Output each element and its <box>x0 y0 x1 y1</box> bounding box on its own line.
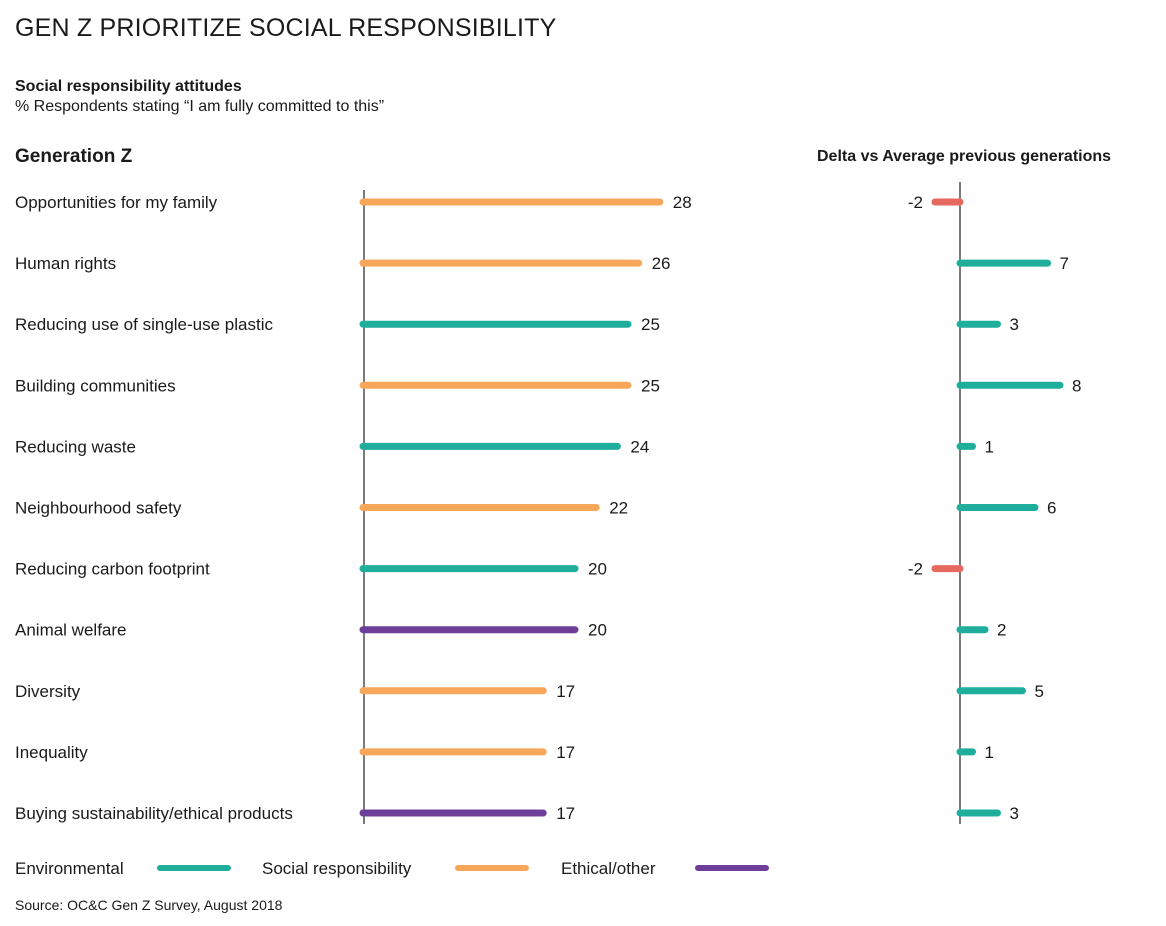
delta-value-label-building-communities: 8 <box>1072 376 1081 395</box>
category-label-opportunities-for-my-family: Opportunities for my family <box>15 193 218 212</box>
bar-value-label-reducing-waste: 24 <box>630 437 649 456</box>
delta-value-label-neighbourhood-safety: 6 <box>1047 499 1056 518</box>
legend-label-ethical-other: Ethical/other <box>561 859 656 878</box>
bar-value-label-reducing-carbon-footprint: 20 <box>588 560 607 579</box>
bar-value-label-reducing-use-of-single-use-plastic: 25 <box>641 315 660 334</box>
bar-value-label-neighbourhood-safety: 22 <box>609 499 628 518</box>
bar-value-label-inequality: 17 <box>556 743 575 762</box>
source-note: Source: OC&C Gen Z Survey, August 2018 <box>15 897 283 913</box>
category-label-neighbourhood-safety: Neighbourhood safety <box>15 499 182 518</box>
category-label-diversity: Diversity <box>15 682 81 701</box>
category-label-reducing-carbon-footprint: Reducing carbon footprint <box>15 560 210 579</box>
category-label-building-communities: Building communities <box>15 376 176 395</box>
delta-value-label-human-rights: 7 <box>1060 254 1069 273</box>
category-label-animal-welfare: Animal welfare <box>15 621 127 640</box>
delta-value-label-buying-sustainability-ethical-products: 3 <box>1010 804 1019 823</box>
delta-value-label-reducing-use-of-single-use-plastic: 3 <box>1010 315 1019 334</box>
category-label-human-rights: Human rights <box>15 254 116 273</box>
chart-title: GEN Z PRIORITIZE SOCIAL RESPONSIBILITY <box>15 14 557 42</box>
delta-value-label-diversity: 5 <box>1035 682 1044 701</box>
delta-value-label-opportunities-for-my-family: -2 <box>908 193 923 212</box>
right-panel-title: Delta vs Average previous generations <box>817 148 1112 165</box>
chart-subtitle: Social responsibility attitudes <box>15 78 242 95</box>
delta-value-label-reducing-waste: 1 <box>985 437 994 456</box>
left-panel-title: Generation Z <box>15 146 133 167</box>
bar-value-label-animal-welfare: 20 <box>588 621 607 640</box>
category-label-buying-sustainability-ethical-products: Buying sustainability/ethical products <box>15 804 293 823</box>
legend-label-social-responsibility: Social responsibility <box>262 859 412 878</box>
category-label-reducing-waste: Reducing waste <box>15 437 136 456</box>
legend-label-environmental: Environmental <box>15 859 124 878</box>
category-label-inequality: Inequality <box>15 743 88 762</box>
delta-value-label-animal-welfare: 2 <box>997 621 1006 640</box>
category-label-reducing-use-of-single-use-plastic: Reducing use of single-use plastic <box>15 315 273 334</box>
chart-note: % Respondents stating “I am fully commit… <box>15 98 385 115</box>
bar-value-label-diversity: 17 <box>556 682 575 701</box>
bar-value-label-buying-sustainability-ethical-products: 17 <box>556 804 575 823</box>
bar-value-label-human-rights: 26 <box>652 254 671 273</box>
bar-value-label-opportunities-for-my-family: 28 <box>673 193 692 212</box>
delta-value-label-inequality: 1 <box>985 743 994 762</box>
bar-value-label-building-communities: 25 <box>641 376 660 395</box>
delta-value-label-reducing-carbon-footprint: -2 <box>908 560 923 579</box>
